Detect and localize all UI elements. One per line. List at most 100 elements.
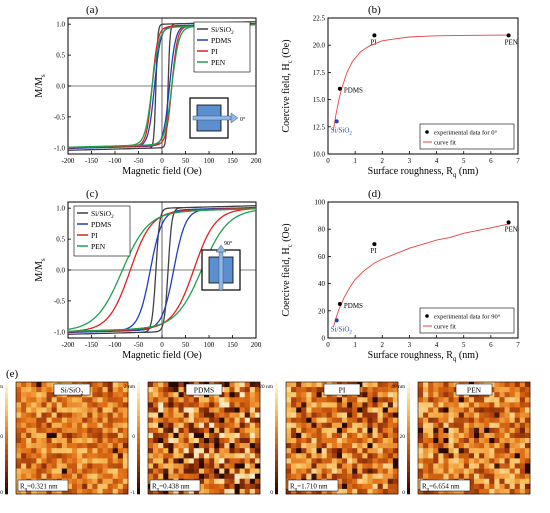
legend-box bbox=[419, 307, 515, 334]
point-label: PDMS bbox=[344, 302, 363, 310]
legend-label-points: experimental data for 0° bbox=[434, 130, 497, 137]
afm-frame bbox=[417, 381, 531, 495]
y-tick-label: 12.5 bbox=[313, 123, 326, 131]
x-tick-label: 100 bbox=[204, 341, 215, 349]
point-label: PI bbox=[370, 247, 377, 255]
y-tick-label: 0.0 bbox=[56, 83, 65, 91]
afm-image-2: PI Rq=1.710 nm 20 nm 0 bbox=[259, 381, 399, 496]
panel-d: (d) 0 1 2 3 4 5 6 7 0 20 40 60 80 100 Si/SiO2 PDMS PI PEN… bbox=[281, 188, 520, 363]
afm-scale-mid: 10 bbox=[0, 434, 3, 440]
x-tick-label: 3 bbox=[408, 157, 412, 165]
y-tick-label: -1.0 bbox=[54, 328, 66, 336]
svg-text:Rq=0.321 nm: Rq=0.321 nm bbox=[20, 483, 58, 493]
point-label: Si/SiO2 bbox=[331, 325, 353, 335]
panel-c-axes: -200 -150 -100 -50 0 50 100 150 200 -1.0 -0.5 0.0 0.… bbox=[54, 205, 262, 349]
panel-a-inset: 0° bbox=[189, 97, 246, 139]
point-label: PEN bbox=[505, 225, 518, 233]
afm-scale-top: 40 nm bbox=[391, 384, 406, 390]
x-tick-label: 1 bbox=[353, 341, 357, 349]
y-tick-label: -1.0 bbox=[54, 144, 66, 152]
y-tick-label: 15.0 bbox=[313, 96, 326, 104]
panel-e-label: (e) bbox=[6, 368, 19, 380]
panel-a-curves bbox=[68, 18, 256, 154]
x-tick-label: 1 bbox=[353, 157, 357, 165]
x-tick-label: -150 bbox=[85, 341, 98, 349]
y-tick-label: 0.0 bbox=[56, 267, 65, 275]
panel-c: (c) -200 -150 -100 -50 0 50 100 150 200 -1.0 -0.5 0… bbox=[34, 188, 262, 361]
x-tick-label: 3 bbox=[408, 341, 412, 349]
panel-b-legend: experimental data for 0° curve fit bbox=[419, 123, 515, 150]
panel-d-legend: experimental data for 90° curve fit bbox=[419, 307, 515, 334]
x-tick-label: 0 bbox=[160, 341, 164, 349]
afm-image-3: PEN Rq=6.654 nm 40 nm 20 0 bbox=[391, 381, 531, 496]
afm-scale-top: 20 nm bbox=[0, 384, 4, 390]
x-tick-label: 4 bbox=[435, 341, 439, 349]
x-tick-label: 100 bbox=[204, 157, 215, 165]
panel-d-frame bbox=[327, 201, 519, 339]
x-tick-label: 150 bbox=[227, 341, 238, 349]
panel-e: (e) Si/SiO2 Rq=0.321 nm 20 nm 10 0 PDMS Rq=0.4… bbox=[0, 368, 531, 496]
point-label: PEN bbox=[505, 38, 518, 46]
data-point bbox=[337, 302, 342, 306]
panel-b-frame bbox=[327, 17, 519, 155]
panel-b-axes: 0 1 2 3 4 5 6 7 10.0 12.5 15.0 17.5 20.0 22.5 Si/SiO2 P… bbox=[313, 15, 521, 166]
x-tick-label: 4 bbox=[435, 157, 439, 165]
loop-sisio2 bbox=[68, 205, 256, 335]
data-point bbox=[334, 119, 339, 124]
panel-b-label: (b) bbox=[368, 4, 381, 16]
x-tick-label: -100 bbox=[109, 157, 122, 165]
data-point bbox=[506, 33, 511, 38]
afm-scale-bottom: 0 bbox=[0, 490, 3, 496]
afm-scale-mid: 20 bbox=[400, 434, 406, 440]
afm-colorbar bbox=[407, 382, 410, 495]
loop-pen bbox=[68, 24, 256, 148]
point-label: PI bbox=[370, 38, 377, 46]
x-tick-label: 5 bbox=[462, 341, 466, 349]
afm-frame bbox=[147, 381, 261, 495]
panel-b-curves bbox=[332, 33, 511, 131]
panel-b-xlabel: Surface roughness, Rq (nm) bbox=[368, 166, 479, 179]
svg-text:PEN: PEN bbox=[467, 386, 482, 395]
afm-scale-top: 2 nm bbox=[124, 384, 136, 390]
arrow-up-icon bbox=[218, 251, 224, 291]
x-tick-label: 0 bbox=[160, 157, 164, 165]
legend-box bbox=[73, 205, 131, 257]
legend-label-sisio2: Si/SiO2 bbox=[91, 209, 114, 220]
y-tick-label: 10.0 bbox=[313, 151, 326, 159]
afm-scale-bottom: -1 bbox=[130, 490, 135, 496]
legend-label-points: experimental data for 90° bbox=[434, 314, 501, 321]
legend-label-pi: PI bbox=[211, 47, 218, 56]
x-tick-label: 200 bbox=[251, 157, 262, 165]
afm-rq-label: Rq=1.710 nm bbox=[287, 479, 339, 493]
afm-name-label: PDMS bbox=[185, 383, 223, 396]
y-tick-label: 40 bbox=[318, 280, 326, 288]
x-tick-label: 7 bbox=[516, 341, 520, 349]
panel-a-xlabel: Magnetic field (Oe) bbox=[122, 166, 201, 177]
x-tick-label: -150 bbox=[85, 157, 98, 165]
x-tick-label: 50 bbox=[182, 341, 190, 349]
y-tick-label: -0.5 bbox=[54, 297, 66, 305]
x-tick-label: 2 bbox=[381, 341, 385, 349]
afm-name-label: PI bbox=[323, 383, 361, 396]
legend-label-pi: PI bbox=[91, 231, 98, 240]
x-tick-label: 50 bbox=[182, 157, 190, 165]
x-tick-label: 150 bbox=[227, 157, 238, 165]
y-tick-label: 80 bbox=[318, 226, 326, 234]
data-point bbox=[372, 33, 377, 38]
afm-scale-bottom: 0 bbox=[270, 490, 273, 496]
legend-box bbox=[193, 21, 251, 73]
x-tick-label: 6 bbox=[489, 341, 493, 349]
y-tick-label: 22.5 bbox=[313, 15, 326, 23]
y-tick-label: 100 bbox=[315, 199, 326, 207]
x-tick-label: -200 bbox=[62, 341, 75, 349]
svg-text:PDMS: PDMS bbox=[194, 386, 214, 395]
svg-text:Rq=1.710 nm: Rq=1.710 nm bbox=[290, 483, 328, 493]
panel-a-ylabel: M/Ms bbox=[34, 74, 47, 98]
panel-a-label: (a) bbox=[86, 4, 99, 16]
x-tick-label: 7 bbox=[516, 157, 520, 165]
afm-colorbar bbox=[5, 382, 8, 495]
panel-c-ylabel: M/Ms bbox=[34, 258, 47, 282]
svg-text:Si/SiO2: Si/SiO2 bbox=[61, 386, 84, 397]
